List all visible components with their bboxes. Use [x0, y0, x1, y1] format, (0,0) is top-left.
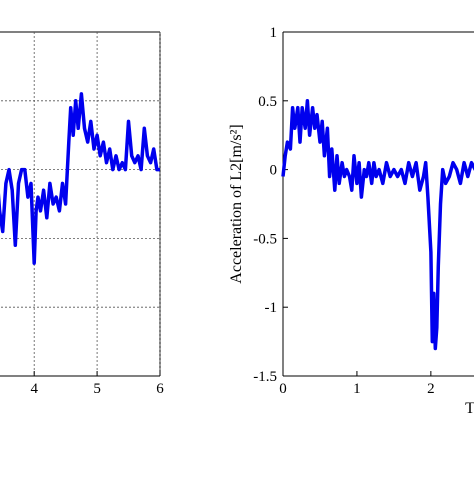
series-line — [0, 92, 160, 265]
x-tick-label: 6 — [156, 381, 164, 397]
y-tick-label: 0.5 — [258, 94, 277, 110]
plot-1: 4 5 6 — [0, 31, 164, 397]
x-tick-label: 5 — [93, 381, 101, 397]
y-tick-label: -0.5 — [253, 231, 277, 247]
x-tick-label: 2 — [427, 381, 435, 397]
x-tick-label: 1 — [353, 381, 361, 397]
y-tick-label: 1 — [270, 25, 278, 41]
plot-2: 0 1 2 1 0.5 0 -0.5 -1 -1.5 Acceleration of L2[m/s… — [228, 25, 474, 417]
y-tick-label: -1 — [265, 300, 278, 316]
y-tick-label: -1.5 — [253, 369, 277, 385]
x-axis-label: T — [465, 400, 474, 417]
y-tick-label: 0 — [270, 163, 278, 179]
x-tick-label: 4 — [30, 381, 38, 397]
y-axis-label: Acceleration of L2[m/s²] — [228, 124, 245, 283]
series-line — [281, 99, 474, 351]
x-tick-label: 0 — [279, 381, 287, 397]
